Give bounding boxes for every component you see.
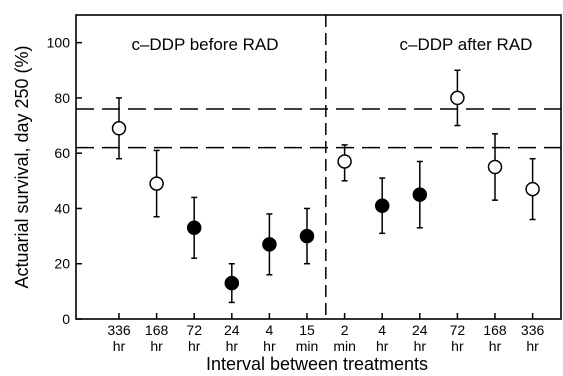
x-tick-unit: hr [263, 338, 276, 354]
x-tick-unit: hr [376, 338, 389, 354]
x-tick-value: 24 [224, 322, 240, 338]
data-point-open [337, 154, 352, 169]
x-tick-value: 168 [483, 322, 507, 338]
panel-label-before: c–DDP before RAD [131, 35, 278, 54]
data-point-group [374, 177, 390, 235]
data-point-filled [374, 198, 390, 213]
x-tick-unit: hr [526, 338, 539, 354]
data-marks [111, 69, 540, 304]
data-point-group [450, 69, 465, 127]
x-tick-unit: hr [113, 338, 126, 354]
x-tick-value: 24 [412, 322, 428, 338]
x-tick-value: 15 [299, 322, 315, 338]
y-tick-label: 40 [54, 200, 70, 216]
data-point-group [487, 133, 503, 201]
x-axis-title: Interval between treatments [206, 354, 428, 374]
data-point-open [487, 159, 503, 175]
data-point-group [149, 149, 164, 218]
reference-lines [76, 108, 561, 149]
x-tick-value: 336 [521, 322, 545, 338]
x-tick-value: 4 [378, 322, 386, 338]
y-tick-label: 100 [47, 35, 71, 51]
x-tick-value: 168 [145, 322, 169, 338]
y-tick-label: 20 [54, 256, 70, 272]
x-tick-value: 72 [450, 322, 466, 338]
x-tick-unit: hr [414, 338, 427, 354]
data-point-group [186, 196, 202, 259]
y-axis: 0 20 40 60 80 100 [47, 35, 82, 327]
x-tick-value: 2 [341, 322, 349, 338]
data-point-open [149, 176, 164, 191]
data-point-group [412, 160, 428, 229]
data-point-group [111, 97, 127, 160]
data-point-group [299, 207, 315, 265]
plot-frame [75, 14, 562, 320]
data-point-open [111, 121, 127, 136]
data-point-filled [299, 228, 315, 244]
data-point-group [224, 262, 240, 304]
data-point-filled [224, 275, 240, 291]
y-axis-title: Actuarial survival, day 250 (%) [12, 45, 32, 288]
x-tick-value: 72 [186, 322, 202, 338]
data-point-group [337, 144, 352, 182]
x-tick-unit: hr [451, 338, 464, 354]
panel-label-after: c–DDP after RAD [400, 35, 533, 54]
data-point-open [525, 181, 540, 197]
x-tick-unit: hr [226, 338, 239, 354]
data-point-filled [186, 220, 202, 236]
x-axis: 336hr168hr72hr24hr4hr15min2min4hr24hr72h… [107, 313, 544, 354]
data-point-open [450, 90, 465, 106]
x-tick-value: 336 [107, 322, 131, 338]
x-tick-unit: hr [150, 338, 163, 354]
data-point-filled [412, 187, 428, 202]
y-tick-label: 60 [54, 145, 70, 161]
data-point-filled [262, 237, 277, 252]
data-point-group [525, 157, 540, 221]
x-tick-unit: hr [489, 338, 502, 354]
y-tick-label: 0 [62, 311, 70, 327]
x-tick-value: 4 [266, 322, 274, 338]
x-tick-unit: hr [188, 338, 201, 354]
x-tick-unit: min [296, 338, 319, 354]
x-tick-unit: min [333, 338, 356, 354]
y-tick-label: 80 [54, 90, 70, 106]
data-point-group [262, 213, 277, 276]
